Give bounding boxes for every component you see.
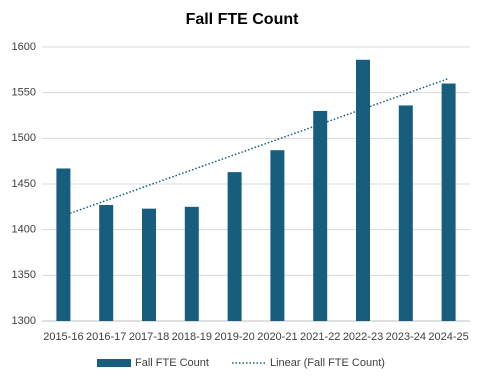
x-tick-label: 2022-23 [343,331,383,343]
bar [441,83,456,322]
bar [398,105,413,321]
chart-title: Fall FTE Count [186,11,300,28]
y-tick-label: 1450 [12,178,36,190]
y-tick-label: 1400 [12,224,36,236]
x-tick-label: 2023-24 [386,331,426,343]
x-tick-label: 2021-22 [300,331,340,343]
x-tick-label: 2016-17 [86,331,126,343]
legend-label: Linear (Fall FTE Count) [270,357,385,369]
y-tick-label: 1300 [12,315,36,327]
bar [142,208,156,321]
bar [313,110,328,321]
bar [99,205,114,321]
legend-label: Fall FTE Count [135,357,209,369]
x-tick-label: 2015-16 [43,331,83,343]
x-tick-label: 2017-18 [129,331,169,343]
x-tick-label: 2019-20 [214,331,254,343]
y-tick-label: 1550 [12,87,36,99]
y-tick-label: 1350 [12,269,36,281]
bar [184,206,199,321]
y-tick-label: 1500 [12,132,36,144]
bar [227,172,242,321]
x-tick-label: 2024-25 [428,331,468,343]
x-tick-label: 2020-21 [257,331,297,343]
x-tick-label: 2018-19 [172,331,212,343]
trendline [63,77,449,217]
bar [356,59,370,321]
legend-swatch [97,359,131,367]
bar [270,150,285,321]
y-tick-label: 1600 [12,41,36,53]
bar [56,168,71,321]
